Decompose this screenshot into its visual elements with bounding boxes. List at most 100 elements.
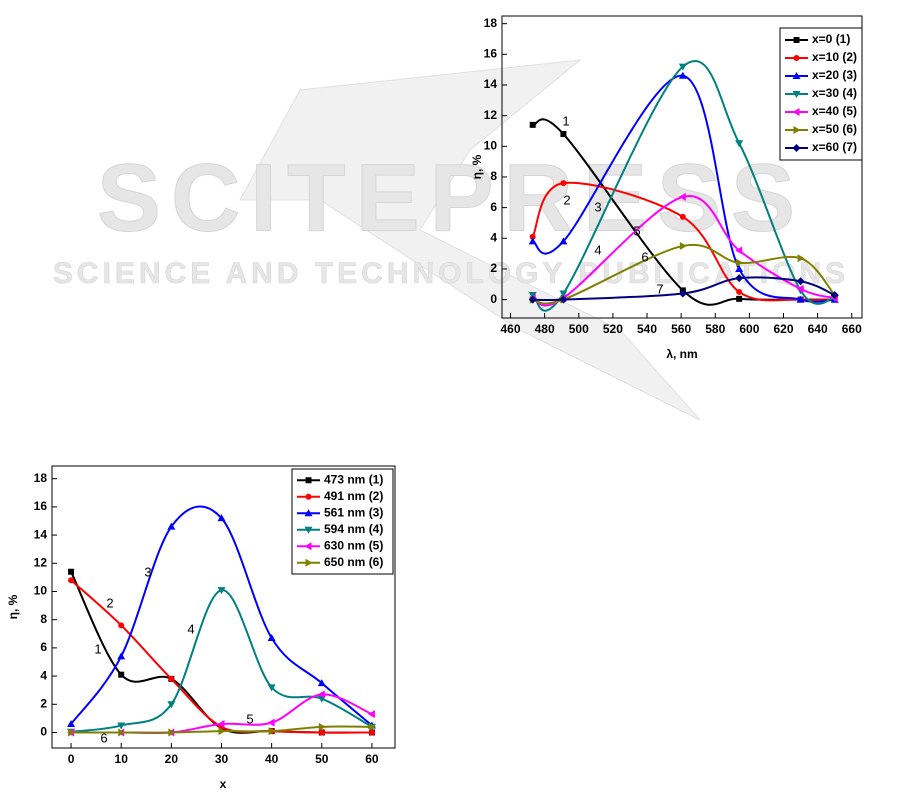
- data-point: [168, 675, 175, 682]
- curve-label: 2: [106, 595, 113, 610]
- watermark-subtitle: SCIENCE AND TECHNOLOGY PUBLICATIONS: [53, 257, 849, 290]
- data-point: [736, 258, 744, 267]
- data-point: [678, 289, 687, 298]
- data-point: [167, 522, 176, 530]
- y-tick-label: 0: [40, 725, 47, 739]
- x-tick-label: 640: [808, 322, 828, 336]
- y-tick-label: 14: [484, 77, 498, 91]
- data-point: [678, 192, 686, 201]
- data-point: [528, 295, 537, 304]
- x-tick-label: 60: [365, 752, 379, 766]
- watermark-swoosh: [239, 59, 701, 421]
- data-point: [679, 241, 687, 250]
- legend-label: x=30 (4): [812, 86, 857, 100]
- y-tick-label: 2: [490, 261, 497, 275]
- legend-marker: [793, 126, 801, 134]
- data-point: [68, 568, 75, 575]
- y-tick-label: 16: [484, 46, 498, 60]
- x-tick-label: 40: [265, 752, 279, 766]
- y-tick-label: 4: [490, 230, 497, 244]
- data-point: [368, 729, 375, 736]
- y-tick-label: 16: [34, 499, 48, 513]
- curve-label: 3: [144, 564, 151, 579]
- x-tick-label: 460: [501, 322, 521, 336]
- watermark: SCITEPRESS SCIENCE AND TECHNOLOGY PUBLIC…: [53, 59, 849, 421]
- data-point: [736, 295, 743, 302]
- data-point: [796, 284, 804, 293]
- data-point: [267, 718, 275, 727]
- legend-label: 491 nm (2): [324, 489, 383, 503]
- legend-label: 473 nm (1): [324, 472, 383, 486]
- data-point: [528, 292, 537, 300]
- y-tick-label: 12: [484, 108, 498, 122]
- legend-label: x=60 (7): [812, 140, 857, 154]
- data-point: [560, 131, 567, 138]
- legend-label: x=0 (1): [812, 32, 850, 46]
- x-tick-label: 560: [671, 322, 691, 336]
- data-point: [267, 634, 276, 642]
- data-point: [317, 679, 326, 687]
- x-tick-label: 500: [569, 322, 589, 336]
- curve-label: 1: [94, 641, 101, 656]
- data-point: [678, 63, 687, 71]
- data-point: [529, 121, 536, 128]
- legend-marker: [305, 493, 312, 500]
- plot-frame: [501, 15, 863, 319]
- data-point: [529, 233, 536, 240]
- legend-marker: [305, 558, 313, 567]
- x-tick-label: 580: [705, 322, 725, 336]
- series-line: [70, 579, 372, 734]
- curve-label: 7: [656, 281, 663, 296]
- data-point: [559, 295, 568, 304]
- y-tick-label: 18: [484, 16, 498, 30]
- data-point: [560, 180, 567, 187]
- y-axis-label: η, %: [6, 594, 20, 619]
- curve-label: 2: [563, 192, 570, 207]
- data-point: [117, 722, 126, 730]
- x-axis-label: λ, nm: [666, 347, 697, 361]
- curve-label: 4: [187, 621, 194, 636]
- data-point: [67, 720, 76, 728]
- y-tick-label: 10: [34, 584, 48, 598]
- data-point: [167, 701, 176, 709]
- x-tick-label: 0: [68, 752, 75, 766]
- data-point: [117, 652, 126, 660]
- data-point: [735, 140, 744, 148]
- x-tick-label: 50: [315, 752, 329, 766]
- legend-label: x=50 (6): [812, 122, 857, 136]
- x-tick-label: 20: [165, 752, 179, 766]
- legend-marker: [304, 509, 313, 517]
- legend-marker: [304, 526, 313, 534]
- legend-marker: [792, 91, 801, 98]
- curve-label: 5: [633, 223, 640, 238]
- data-point: [267, 684, 276, 692]
- y-tick-label: 0: [490, 292, 497, 306]
- y-axis-label: η, %: [470, 154, 484, 179]
- data-point: [118, 622, 125, 629]
- curve-label: 6: [100, 730, 107, 745]
- data-point: [367, 710, 375, 719]
- plot-frame: [51, 465, 396, 749]
- x-tick-label: 520: [603, 322, 623, 336]
- data-point: [559, 237, 568, 245]
- legend-marker: [792, 108, 800, 116]
- legend-marker: [792, 72, 801, 79]
- data-point: [678, 71, 687, 79]
- y-tick-label: 12: [34, 555, 48, 569]
- curve-label: 6: [641, 249, 648, 264]
- legend-label: 650 nm (6): [324, 555, 383, 569]
- legend-marker: [793, 37, 800, 43]
- legend-label: x=40 (5): [812, 104, 857, 118]
- x-tick-label: 620: [774, 322, 794, 336]
- data-point: [368, 722, 376, 731]
- legend-marker: [305, 477, 312, 484]
- x-tick-label: 480: [535, 322, 555, 336]
- data-point: [735, 246, 743, 255]
- curve-label: 5: [246, 711, 253, 726]
- curve-label: 3: [594, 199, 601, 214]
- legend-label: x=10 (2): [812, 50, 857, 64]
- data-point: [830, 291, 839, 300]
- x-axis-label: x: [220, 777, 227, 791]
